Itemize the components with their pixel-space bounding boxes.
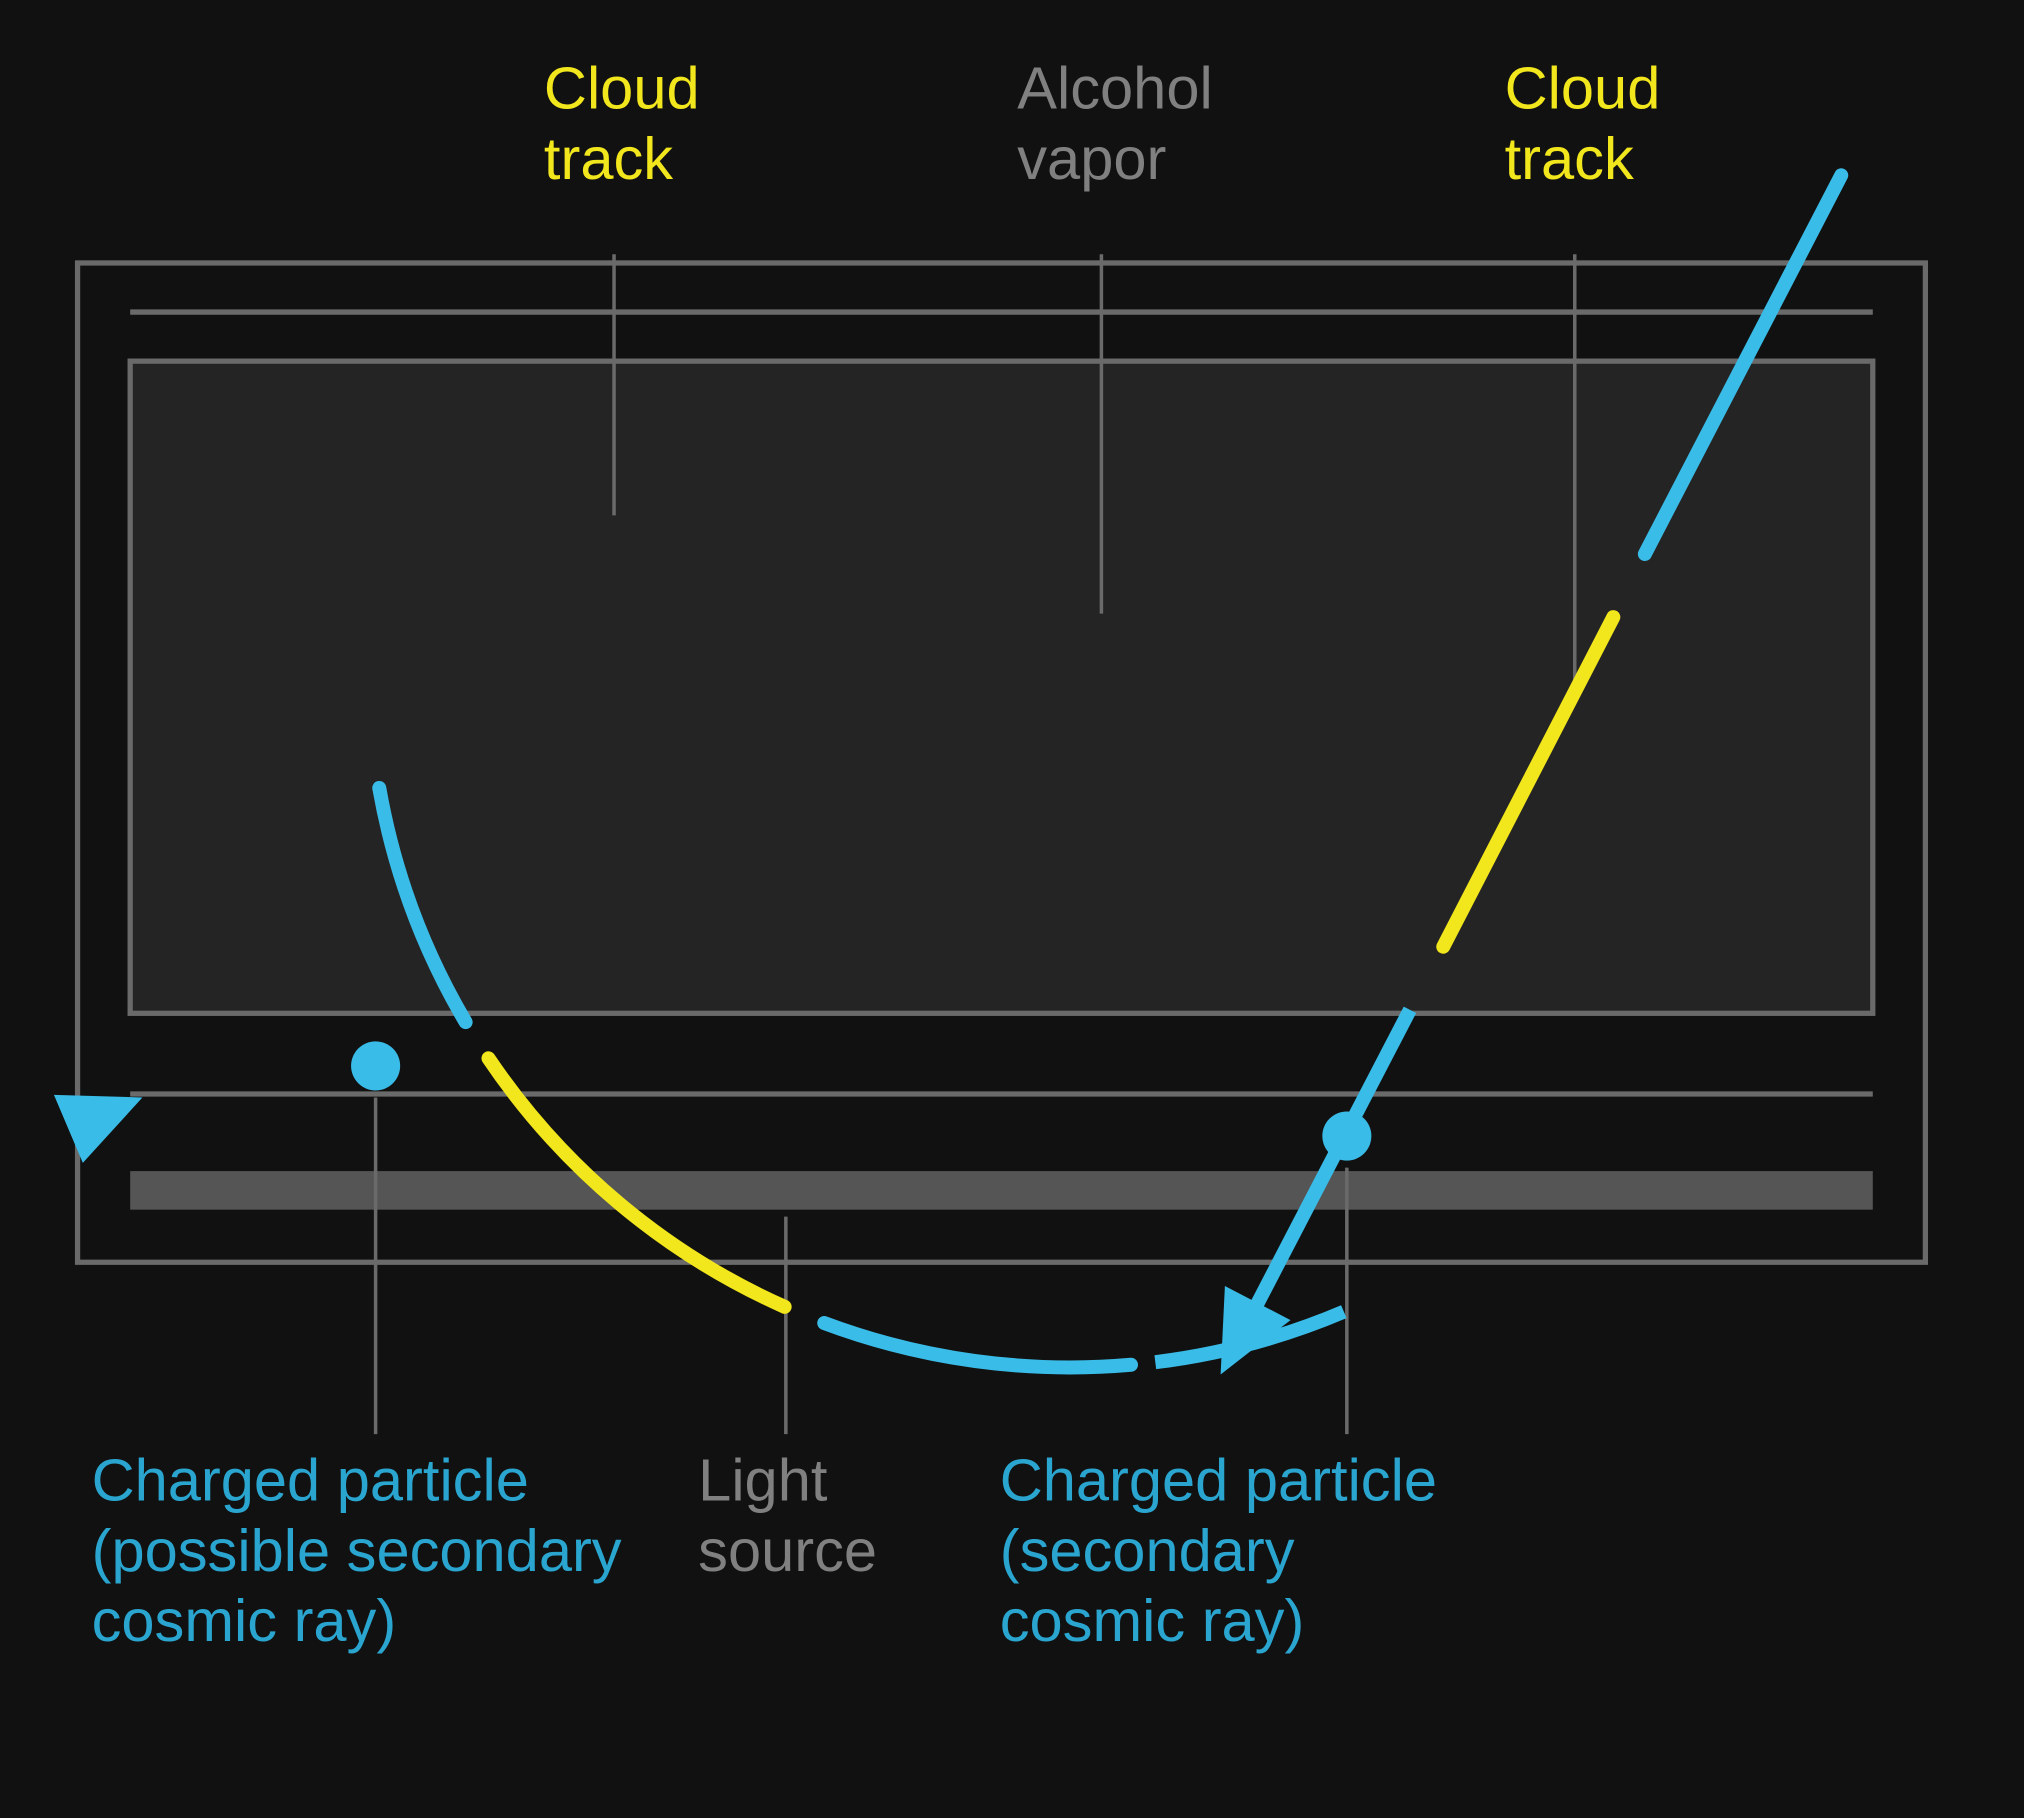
light-source-bar <box>130 1171 1873 1210</box>
label-line: cosmic ray) <box>92 1587 397 1654</box>
label-line: cosmic ray) <box>1000 1587 1305 1654</box>
cloud-chamber-diagram: Cloudtrack Alcoholvapor Cloudtrack Charg… <box>0 0 2024 1818</box>
label-line: Charged particle <box>92 1447 529 1514</box>
label-line: Light <box>698 1447 828 1514</box>
label-line: source <box>698 1517 877 1584</box>
label-line: vapor <box>1017 125 1166 192</box>
straight-particle-dot <box>1322 1111 1371 1160</box>
label-line: Charged particle <box>1000 1447 1437 1514</box>
label-line: track <box>1505 125 1634 192</box>
label-line: (secondary <box>1000 1517 1295 1584</box>
label-line: (possible secondary <box>92 1517 622 1584</box>
label-line: track <box>544 125 673 192</box>
label-line: Cloud <box>544 55 700 122</box>
curved-particle-dot <box>351 1041 400 1090</box>
alcohol-vapor-region <box>130 361 1873 1013</box>
label-line: Cloud <box>1505 55 1661 122</box>
label-line: Alcohol <box>1017 55 1212 122</box>
